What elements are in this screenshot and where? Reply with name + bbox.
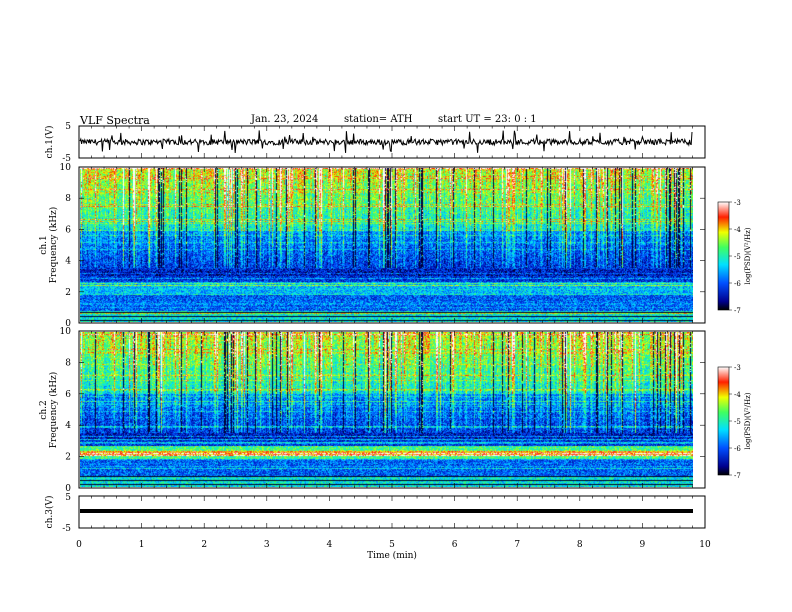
ch1-spec-ytick-labels: 0 2 4 6 8 10: [60, 163, 705, 329]
ch2-colorbar-label: log(PSD)(V²/Hz): [744, 392, 752, 449]
x-tick-label: 4: [327, 540, 333, 550]
colorbar-tick-label: -3: [734, 199, 741, 207]
x-axis-label: Time (min): [367, 550, 417, 561]
ch3-ylabel: ch.3(V): [44, 496, 55, 529]
station-label: station= ATH: [344, 114, 413, 125]
freq-tick-label: 2: [65, 453, 71, 463]
ch1-spec-ticks: [78, 167, 706, 323]
ch2-spec-ylabel-channel: ch.2: [39, 400, 49, 419]
x-tick-label: 7: [514, 540, 520, 550]
ch1-waveform-line: [79, 130, 693, 154]
ch1-spectrogram-image: [80, 168, 693, 322]
ch3-waveform-panel: 5 -5 ch.3(V): [44, 493, 706, 534]
ch1-ytick-bottom: -5: [62, 154, 71, 164]
ch1-ylabel: ch.1(V): [44, 126, 55, 159]
ch2-spec-ylabel: Frequency (kHz): [48, 372, 59, 449]
x-tick-label: 8: [577, 540, 583, 550]
freq-tick-label: 10: [60, 327, 72, 337]
ch3-ticks: [78, 496, 706, 528]
figure-title: VLF Spectra: [80, 114, 150, 127]
freq-tick-label: 2: [65, 288, 71, 298]
ch2-spec-ticks: [78, 331, 706, 488]
date-label: Jan. 23, 2024: [251, 114, 319, 125]
colorbar-tick-label: -3: [734, 364, 741, 372]
start-time-label: start UT = 23: 0 : 1: [438, 114, 537, 125]
x-tick-label: 9: [640, 540, 646, 550]
ch3-waveform-line: [80, 509, 693, 513]
x-tick-label: 1: [139, 540, 145, 550]
freq-tick-label: 8: [65, 194, 71, 204]
freq-tick-label: 0: [65, 319, 71, 329]
colorbar-tick-label: -7: [734, 472, 741, 480]
x-tick-label: 10: [699, 540, 711, 550]
freq-tick-label: 4: [65, 257, 71, 267]
x-tick-label: 3: [264, 540, 270, 550]
ch1-colorbar-ticks: -3 -4 -5 -6 -7: [729, 199, 741, 315]
colorbar-tick-label: -6: [734, 445, 741, 453]
colorbar-tick-label: -7: [734, 307, 741, 315]
freq-tick-label: 0: [65, 484, 71, 494]
ch1-spec-ylabel: Frequency (kHz): [48, 207, 59, 284]
colorbar-tick-label: -6: [734, 280, 741, 288]
freq-tick-label: 8: [65, 358, 71, 368]
x-tick-label: 5: [389, 540, 395, 550]
ch1-ticks: [78, 126, 706, 158]
ch2-colorbar: [717, 366, 730, 476]
freq-tick-label: 6: [65, 390, 71, 400]
ch1-ytick-top: 5: [65, 122, 71, 132]
ch1-colorbar: [717, 201, 730, 311]
x-axis-tick-labels: 0 1 2 3 4 5 6 7 8 9 10: [76, 540, 711, 550]
x-tick-label: 6: [452, 540, 458, 550]
colorbar-tick-label: -5: [734, 253, 741, 261]
ch2-spectrogram-image: [80, 332, 693, 487]
ch1-spec-ylabel-channel: ch.1: [39, 235, 49, 254]
x-tick-label: 2: [201, 540, 207, 550]
colorbar-tick-label: -4: [734, 226, 741, 234]
freq-tick-label: 10: [60, 163, 72, 173]
ch3-ytick-top: 5: [65, 493, 71, 503]
ch3-ytick-bottom: -5: [62, 524, 71, 534]
ch2-spec-ytick-labels: 0 2 4 6 8 10: [60, 327, 705, 494]
x-tick-label: 0: [76, 540, 82, 550]
freq-tick-label: 4: [65, 421, 71, 431]
colorbar-tick-label: -4: [734, 391, 741, 399]
ch1-colorbar-label: log(PSD)(V²/Hz): [744, 227, 752, 284]
colorbar-tick-label: -5: [734, 418, 741, 426]
freq-tick-label: 6: [65, 225, 71, 235]
ch1-waveform-panel: 5 -5 ch.1(V): [44, 122, 706, 164]
ch2-colorbar-ticks: -3 -4 -5 -6 -7: [729, 364, 741, 480]
